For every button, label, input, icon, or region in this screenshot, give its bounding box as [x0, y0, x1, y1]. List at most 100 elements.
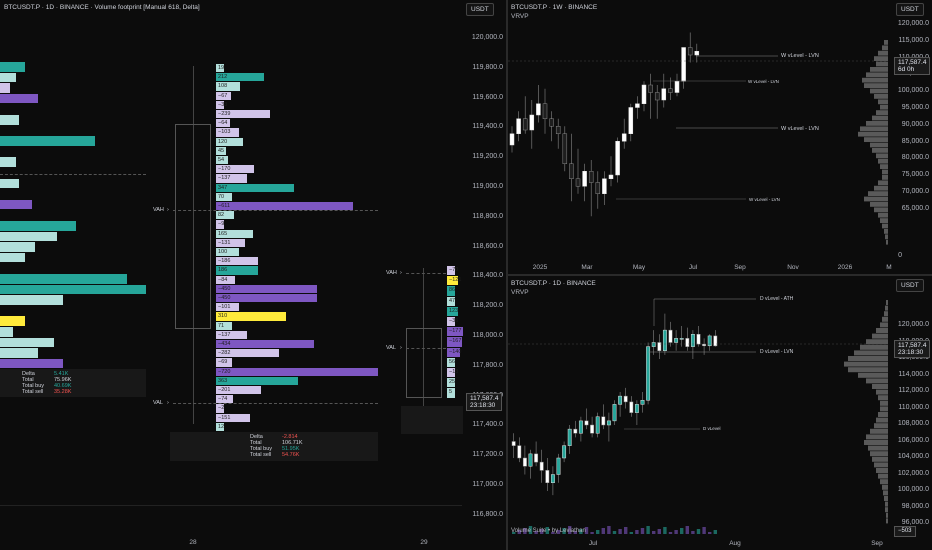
footprint-main-value: 186	[218, 267, 228, 274]
currency-button[interactable]: USDT	[466, 3, 494, 16]
weekly-candle	[549, 118, 554, 127]
weekly-candle	[694, 51, 700, 56]
footprint-main-value: −239	[218, 111, 231, 117]
footprint-prev-row	[0, 284, 146, 295]
footprint-prev-row	[0, 83, 10, 93]
volume-bar	[702, 527, 706, 534]
price-axis-left[interactable]: 120,000.0 119,800.0 119,600.0 119,400.0 119,…	[462, 0, 506, 550]
footprint-prev-row	[0, 295, 64, 305]
daily-price-axis[interactable]: 120,000.0118,000.0116,000.0114,000.0112,…	[888, 276, 932, 538]
weekly-candle	[555, 126, 561, 134]
footprint-prev-row	[0, 337, 54, 348]
footprint-next-row: −70	[447, 266, 458, 276]
volume-profile-bar	[872, 333, 888, 339]
footprint-main-row: −69	[216, 358, 232, 367]
footprint-next-value: −36	[449, 318, 459, 324]
volume-bar	[640, 528, 645, 534]
volume-profile-bar	[866, 339, 888, 345]
footprint-next-row: 123	[447, 306, 458, 316]
footprint-main-value: 347	[218, 184, 228, 191]
volume-bar	[551, 532, 555, 534]
footprint-main-row: −137	[216, 330, 247, 339]
price-tick: 100,000.0	[897, 87, 929, 95]
weekly-candle	[668, 88, 673, 93]
footprint-next-row: −177	[447, 327, 463, 337]
daily-candle	[634, 404, 639, 413]
daily-currency-button[interactable]: USDT	[896, 279, 924, 292]
volume-profile-bar	[878, 212, 888, 218]
current-price-tag: 117,587.4 23:18:30	[466, 393, 503, 411]
weekly-candle	[681, 47, 686, 82]
daily-candle	[522, 457, 527, 467]
price-tick: 117,800.0	[472, 361, 503, 369]
weekly-time-axis[interactable]: 2025 Mar May Jul Sep Nov 2026 M	[532, 264, 892, 271]
volume-profile-bar	[876, 153, 888, 159]
volume-profile-bar	[868, 191, 888, 196]
volume-bar	[512, 532, 516, 534]
pane-separator[interactable]	[506, 0, 508, 550]
volume-profile-bar	[854, 350, 888, 356]
price-tick: 120,000.0	[897, 20, 929, 27]
volume-bar	[607, 526, 611, 534]
volume-profile-bar	[882, 484, 888, 490]
volume-profile-bar	[882, 175, 888, 180]
volume-profile-bar	[876, 417, 888, 423]
footprint-main-value: 363	[218, 377, 228, 384]
volume-profile-bar	[866, 434, 888, 440]
daily-candle	[685, 338, 690, 347]
volume-profile-bar	[870, 142, 888, 148]
weekly-chart-title: BTCUSDT.P · 1W · BINANCE	[511, 4, 598, 11]
footprint-main-row: 212	[216, 73, 264, 82]
footprint-next-row: −13	[447, 368, 458, 378]
footprint-main-row: −64	[216, 119, 231, 128]
daily-time-axis[interactable]: Jul Aug Sep	[588, 540, 883, 547]
daily-chart-pane[interactable]: BTCUSDT.P · 1D · BINANCE VRVP USDT 120,0…	[508, 276, 932, 550]
weekly-level-label-3: W vLevel - LVN	[781, 126, 819, 132]
daily-candle	[657, 342, 662, 351]
pane-separator-horizontal[interactable]	[508, 274, 932, 276]
volume-profile-bar	[885, 507, 888, 513]
volume-profile-bar	[885, 305, 888, 311]
footprint-chart-pane[interactable]: BTCUSDT.P · 1D · BINANCE · Volume footpr…	[0, 0, 506, 550]
time-axis-left[interactable]: 28 29	[189, 539, 428, 546]
footprint-main-value: 19	[218, 65, 225, 71]
price-tick: 118,800.0	[472, 212, 503, 220]
footprint-prev-row	[0, 231, 58, 242]
footprint-prev-row	[0, 252, 26, 263]
weekly-currency-button[interactable]: USDT	[896, 3, 924, 16]
volume-profile-bar	[885, 234, 888, 240]
daily-candle	[651, 342, 656, 347]
summary-next-day	[401, 406, 463, 434]
footprint-main-value: 100	[218, 249, 228, 255]
footprint-main-value: −137	[218, 175, 231, 182]
daily-candle	[702, 343, 707, 347]
daily-candle	[584, 420, 589, 426]
footprint-next-row: −140	[447, 347, 461, 357]
weekly-price-axis[interactable]: 120,000.0115,000.0110,000.0105,000.0100,…	[888, 0, 932, 274]
footprint-main-row: 12	[216, 422, 224, 431]
volume-bar	[528, 526, 533, 534]
volume-bar	[562, 528, 566, 534]
volume-profile-bar	[870, 88, 888, 94]
weekly-candle	[575, 178, 581, 187]
footprint-prev-row	[0, 115, 20, 125]
price-tick: 114,000.0	[898, 370, 929, 378]
footprint-main-row: −137	[216, 174, 247, 183]
daily-candle	[590, 424, 595, 434]
weekly-candle	[654, 92, 660, 101]
price-tick: 75,000.0	[901, 171, 929, 179]
price-tick: 120,000.0	[471, 34, 503, 41]
daily-candle	[713, 335, 718, 347]
weekly-chart-pane[interactable]: BTCUSDT.P · 1W · BINANCE VRVP USDT 120,0…	[508, 0, 932, 274]
volume-profile-bar	[864, 440, 888, 445]
weekly-candle	[522, 118, 528, 131]
daily-level-label-lvn: D vLevel - LVN	[760, 349, 794, 355]
daily-candle	[517, 445, 522, 459]
footprint-main-value: −186	[218, 258, 231, 265]
volume-profile-bar	[864, 83, 888, 88]
price-tick: 117,400.0	[472, 421, 503, 429]
weekly-vrvp-label: VRVP	[511, 13, 529, 20]
price-tick: 117,200.0	[472, 451, 503, 459]
price-tick: 119,600.0	[472, 93, 503, 101]
footprint-next-value: 86	[449, 287, 456, 294]
